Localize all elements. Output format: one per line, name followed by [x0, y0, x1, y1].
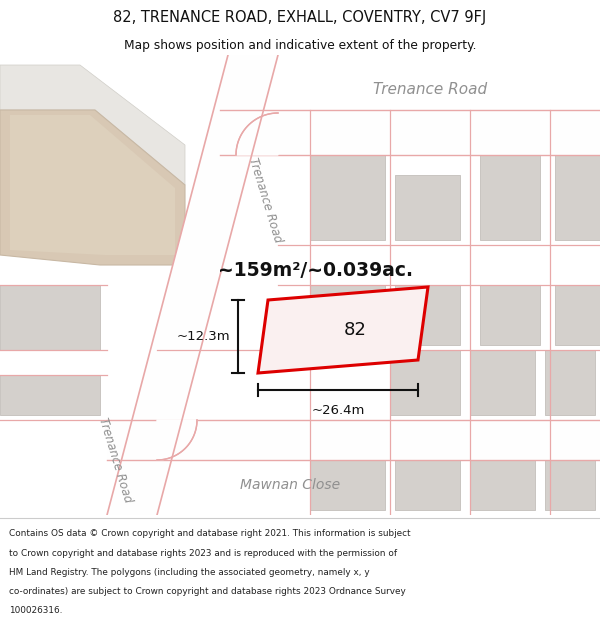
- Text: 82, TRENANCE ROAD, EXHALL, COVENTRY, CV7 9FJ: 82, TRENANCE ROAD, EXHALL, COVENTRY, CV7…: [113, 10, 487, 25]
- Text: co-ordinates) are subject to Crown copyright and database rights 2023 Ordnance S: co-ordinates) are subject to Crown copyr…: [9, 587, 406, 596]
- Text: 82: 82: [344, 321, 367, 339]
- Text: Mawnan Close: Mawnan Close: [240, 478, 340, 492]
- Bar: [545, 460, 595, 510]
- Bar: [310, 155, 385, 240]
- Text: Map shows position and indicative extent of the property.: Map shows position and indicative extent…: [124, 39, 476, 51]
- Text: to Crown copyright and database rights 2023 and is reproduced with the permissio: to Crown copyright and database rights 2…: [9, 549, 397, 558]
- Text: HM Land Registry. The polygons (including the associated geometry, namely x, y: HM Land Registry. The polygons (includin…: [9, 568, 370, 577]
- Bar: [310, 285, 385, 345]
- Bar: [395, 460, 460, 510]
- Text: Trenance Road: Trenance Road: [373, 82, 487, 98]
- Bar: [395, 175, 460, 240]
- Bar: [480, 155, 540, 240]
- Polygon shape: [0, 110, 185, 265]
- Text: Trenance Road: Trenance Road: [96, 416, 134, 504]
- Bar: [0, 375, 100, 415]
- Polygon shape: [258, 287, 428, 373]
- Bar: [545, 350, 595, 415]
- Polygon shape: [0, 65, 185, 185]
- Bar: [310, 460, 385, 510]
- Polygon shape: [157, 420, 197, 460]
- Text: Trenance Road: Trenance Road: [246, 156, 284, 244]
- Polygon shape: [236, 113, 278, 155]
- Polygon shape: [220, 110, 600, 155]
- Text: ~26.4m: ~26.4m: [311, 404, 365, 417]
- Text: Contains OS data © Crown copyright and database right 2021. This information is : Contains OS data © Crown copyright and d…: [9, 529, 410, 538]
- Bar: [470, 350, 535, 415]
- Bar: [0, 285, 100, 350]
- Bar: [480, 285, 540, 345]
- Polygon shape: [107, 420, 600, 460]
- Text: ~12.3m: ~12.3m: [176, 330, 230, 343]
- Text: ~159m²/~0.039ac.: ~159m²/~0.039ac.: [218, 261, 413, 279]
- Bar: [555, 285, 600, 345]
- Bar: [395, 285, 460, 345]
- Polygon shape: [107, 55, 278, 515]
- Polygon shape: [10, 115, 175, 255]
- Bar: [555, 155, 600, 240]
- Bar: [470, 460, 535, 510]
- Text: 100026316.: 100026316.: [9, 606, 62, 615]
- Bar: [390, 350, 460, 415]
